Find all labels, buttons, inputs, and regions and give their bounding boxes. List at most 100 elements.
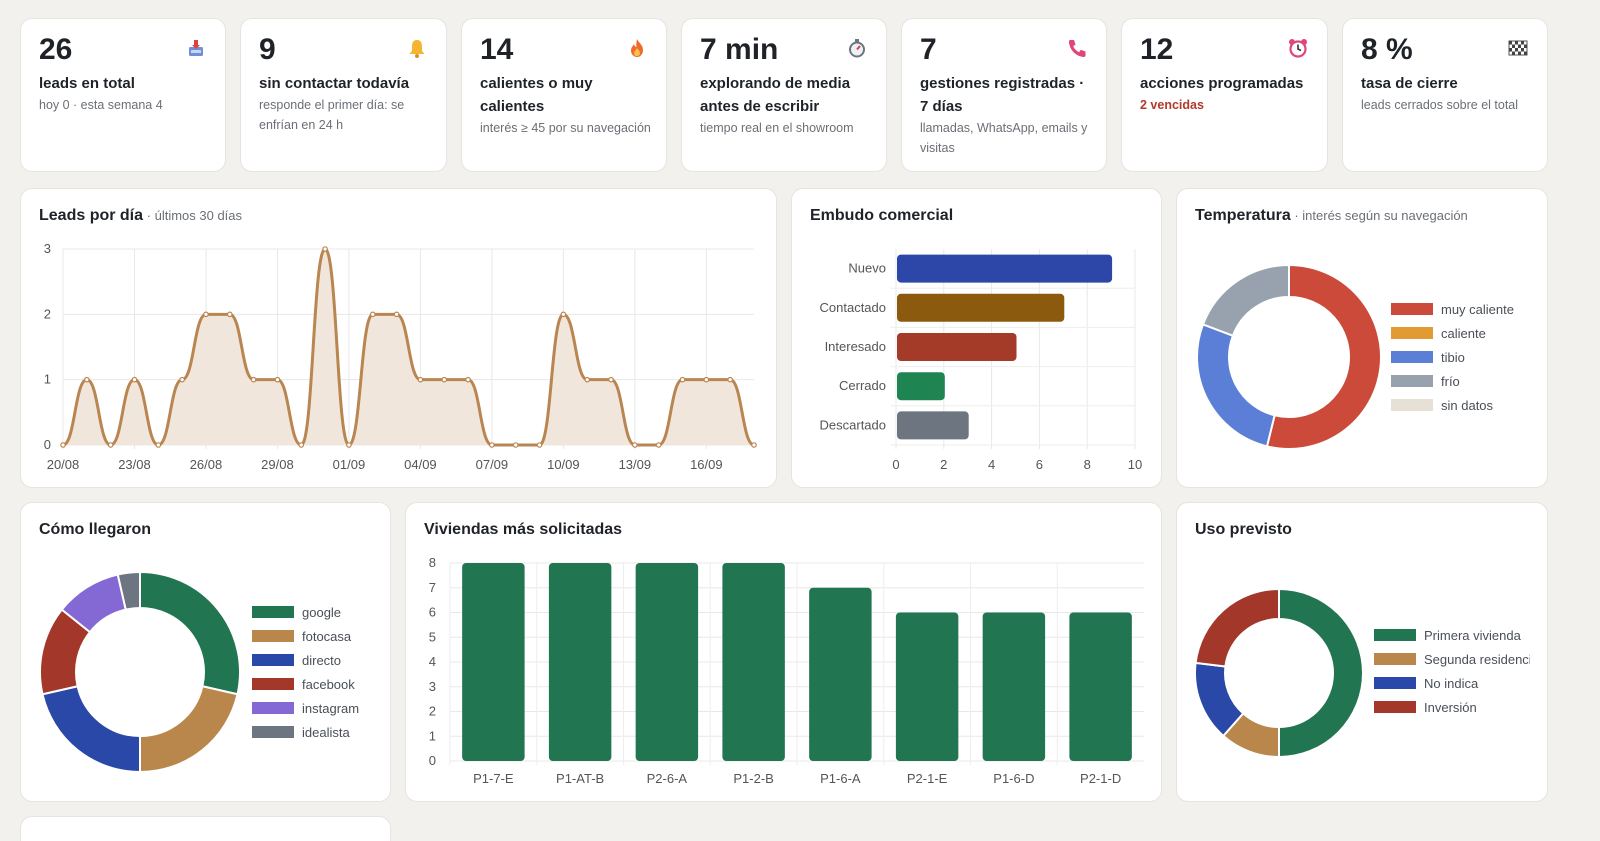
legend-item: Primera vivienda (1374, 623, 1530, 647)
legend-swatch (252, 606, 294, 618)
y-tick-label: 4 (429, 654, 436, 669)
bell-icon (409, 40, 425, 58)
bar (895, 612, 959, 761)
funnel-bar (897, 293, 1065, 322)
kpi-card-uncontacted: 9 sin contactar todavía responde el prim… (240, 18, 447, 172)
chart-title: Leads por día · últimos 30 días (39, 207, 242, 225)
x-tick-label: P1-AT-B (556, 771, 604, 786)
legend-swatch (252, 702, 294, 714)
bar (1069, 612, 1132, 761)
intended-use-legend: Primera vivienda Segunda residencia No ind… (1374, 623, 1530, 719)
series-line (62, 247, 755, 447)
chart-subtitle: · últimos 30 días (143, 208, 243, 223)
data-point (751, 442, 757, 448)
y-tick-label: 0 (44, 437, 51, 452)
stopwatch-icon (849, 39, 865, 58)
y-tick-label: 3 (44, 241, 51, 256)
x-tick-label: 29/08 (261, 457, 294, 472)
legend-item: idealista (252, 720, 359, 744)
data-point (703, 376, 710, 383)
legend-label: google (302, 604, 342, 620)
legend-label: facebook (302, 676, 355, 692)
donut-slice (116, 570, 141, 611)
y-tick-label: 0 (429, 753, 436, 768)
legend-swatch (1374, 629, 1416, 641)
legend-label: fotocasa (302, 628, 352, 644)
kpi-label: acciones programadas (1140, 75, 1304, 92)
donut-slice (1201, 263, 1290, 338)
data-point (512, 442, 519, 448)
kpi-label: explorando de media antes de escribir (700, 75, 851, 115)
category-label: Nuevo (848, 261, 886, 276)
category-label: Descartado (820, 417, 886, 432)
kpi-card-close-rate: 8 % tasa de cierre leads cerrados sobre … (1342, 18, 1548, 172)
data-point (369, 311, 376, 318)
legend-item: Segunda residencia (1374, 647, 1530, 671)
x-tick-label: 10 (1128, 457, 1142, 472)
legend-label: sin datos (1441, 397, 1494, 413)
y-tick-label: 3 (429, 679, 436, 694)
data-point (679, 376, 686, 383)
data-point (298, 442, 305, 448)
legend-label: idealista (302, 724, 350, 740)
kpi-label: leads en total (39, 75, 135, 92)
legend-label: frío (1441, 373, 1460, 389)
legend-item: muy caliente (1391, 297, 1514, 321)
category-label: Interesado (825, 339, 886, 354)
kpi-card-scheduled-actions: 12 acciones programadas 2 vencidas (1121, 18, 1328, 172)
chart-title-text: Temperatura (1195, 207, 1291, 224)
data-point (632, 442, 638, 448)
legend-item: google (252, 600, 359, 624)
chart-subtitle: · interés según su navegación (1290, 208, 1468, 223)
legend-label: tibio (1441, 349, 1465, 365)
x-tick-label: P2-1-E (907, 771, 948, 786)
legend-label: instagram (302, 700, 360, 716)
funnel-bar (897, 254, 1113, 283)
legend-swatch (252, 678, 294, 690)
data-point (346, 442, 352, 448)
kpi-value: 8 % (1361, 33, 1413, 66)
donut-slice (139, 570, 241, 696)
data-point (465, 376, 471, 383)
legend-swatch (252, 726, 294, 738)
x-tick-label: P2-6-A (647, 771, 688, 786)
legend-item: sin datos (1391, 393, 1514, 417)
x-tick-label: 6 (1036, 457, 1043, 472)
kpi-subtext: leads cerrados sobre el total (1361, 98, 1519, 112)
data-point (250, 376, 257, 383)
legend-item: frío (1391, 369, 1514, 393)
legend-swatch (1391, 375, 1433, 387)
kpi-label: gestiones registradas · 7 días (920, 75, 1085, 115)
inbox-tray-icon (189, 40, 203, 56)
x-tick-label: P1-6-A (820, 771, 861, 786)
legend-swatch (252, 630, 294, 642)
legend-label: Primera vivienda (1424, 627, 1521, 643)
donut-slice (1265, 263, 1382, 450)
data-point (322, 246, 328, 252)
bar (635, 563, 699, 761)
y-tick-label: 1 (44, 372, 51, 387)
data-point (155, 442, 162, 448)
legend-label: directo (302, 652, 342, 668)
y-tick-label: 1 (429, 728, 436, 743)
kpi-subtext: tiempo real en el showroom (700, 121, 854, 135)
x-tick-label: 2 (940, 457, 947, 472)
legend-item: fotocasa (252, 624, 359, 648)
funnel-bar (897, 372, 945, 401)
data-point (560, 311, 567, 318)
data-point (107, 442, 114, 448)
chart-title: Cómo llegaron (39, 521, 152, 538)
kpi-label: sin contactar todavía (259, 75, 410, 92)
kpi-value: 12 (1140, 33, 1174, 66)
legend-swatch (1374, 701, 1416, 713)
intended-use-donut-chart (1194, 587, 1364, 759)
lead-source-legend: google fotocasa directo facebook instagram id… (252, 600, 359, 744)
data-point (393, 311, 400, 318)
legend-label: caliente (1441, 325, 1486, 341)
x-tick-label: P1-7-E (473, 771, 514, 786)
legend-label: Inversión (1424, 699, 1477, 715)
donut-slice (1278, 587, 1364, 759)
y-tick-label: 5 (429, 629, 436, 644)
kpi-value: 26 (39, 33, 73, 66)
legend-swatch (1374, 677, 1416, 689)
